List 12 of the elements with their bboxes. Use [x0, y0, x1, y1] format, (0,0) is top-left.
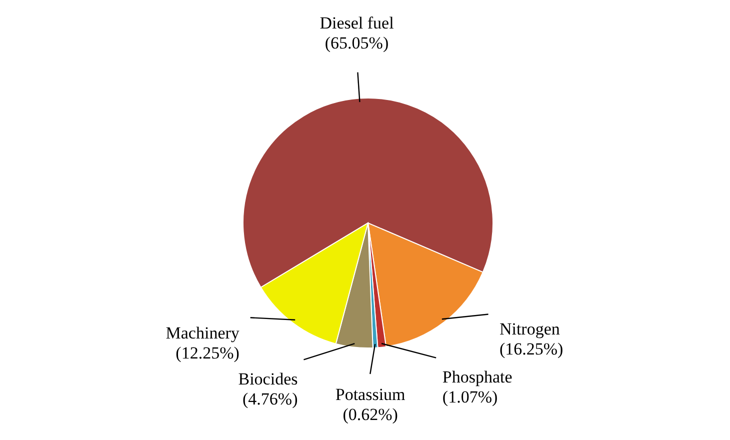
slice-label: Diesel fuel — [320, 13, 394, 32]
data-label: (12.25%) — [176, 343, 240, 362]
slice-label: Machinery — [166, 323, 240, 342]
slice-label: Phosphate — [442, 367, 512, 386]
slice-label: Nitrogen — [499, 320, 560, 339]
data-label: (4.76%) — [242, 389, 298, 408]
slice-label: Biocides — [238, 369, 298, 388]
data-label: (0.62%) — [342, 404, 398, 424]
slice-label: Potassium — [335, 384, 406, 404]
data-label: (1.07%) — [442, 387, 498, 406]
data-label: (65.05%) — [324, 33, 389, 52]
data-label: (16.25%) — [499, 340, 564, 359]
